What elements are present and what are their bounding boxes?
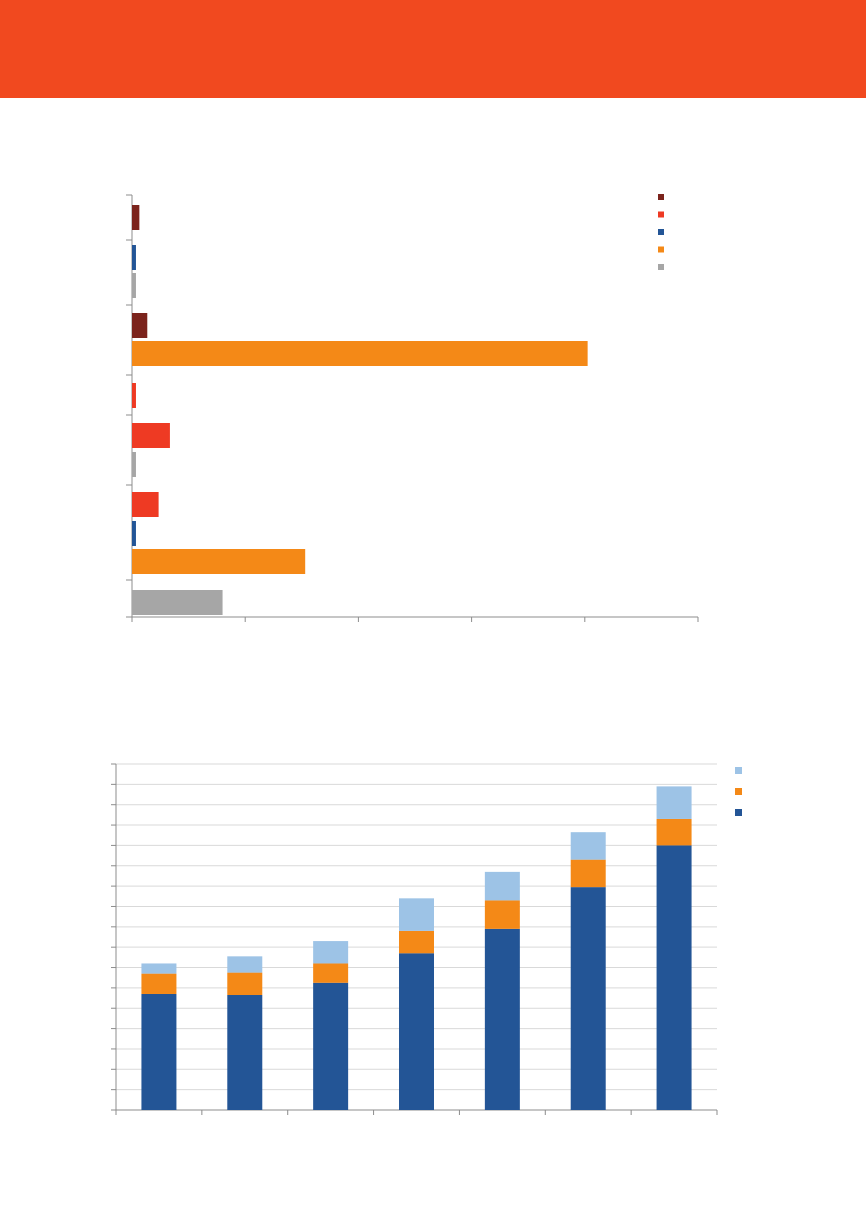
- column-6-segment-2: [656, 786, 692, 819]
- column-3-segment-1: [399, 930, 434, 954]
- stacked-column-chart: [111, 763, 742, 1115]
- column-2-segment-0: [313, 982, 349, 1110]
- column-3-segment-2: [399, 898, 434, 931]
- column-3-segment-0: [399, 953, 434, 1110]
- column-5-segment-1: [570, 859, 606, 888]
- bar-9: [132, 521, 136, 546]
- column-0-segment-0: [141, 993, 177, 1110]
- column-5-segment-0: [570, 887, 606, 1110]
- horizontal-bar-chart: [126, 194, 699, 622]
- bar-2: [132, 273, 136, 298]
- bar-5: [132, 383, 136, 408]
- legend-swatch-2: [735, 809, 742, 816]
- column-1-segment-0: [227, 995, 263, 1110]
- legend-swatch-1: [735, 788, 742, 795]
- legend-swatch-0: [658, 194, 664, 200]
- bar-1: [132, 245, 136, 270]
- column-6-segment-1: [656, 818, 692, 846]
- legend-swatch-1: [658, 211, 664, 218]
- column-2-segment-2: [313, 941, 349, 964]
- legend-swatch-0: [735, 767, 742, 774]
- column-4-segment-0: [484, 928, 520, 1110]
- header-band: [0, 0, 866, 98]
- bar-3: [132, 313, 148, 338]
- bar-7: [132, 452, 136, 477]
- column-1-segment-1: [227, 972, 263, 996]
- bar-4: [132, 341, 588, 366]
- bar-0: [132, 205, 140, 230]
- column-4-segment-1: [484, 900, 520, 929]
- bar-6: [132, 423, 170, 448]
- bar-8: [132, 492, 159, 517]
- legend-swatch-4: [658, 264, 664, 270]
- column-0-segment-2: [141, 963, 177, 974]
- column-6-segment-0: [656, 845, 692, 1110]
- legend-swatch-2: [658, 229, 664, 235]
- legend-swatch-3: [658, 246, 664, 253]
- column-4-segment-2: [484, 871, 520, 901]
- column-2-segment-1: [313, 963, 349, 983]
- column-0-segment-1: [141, 973, 177, 994]
- bar-11: [132, 590, 223, 615]
- bar-10: [132, 549, 306, 574]
- column-5-segment-2: [570, 832, 606, 860]
- column-1-segment-2: [227, 956, 263, 973]
